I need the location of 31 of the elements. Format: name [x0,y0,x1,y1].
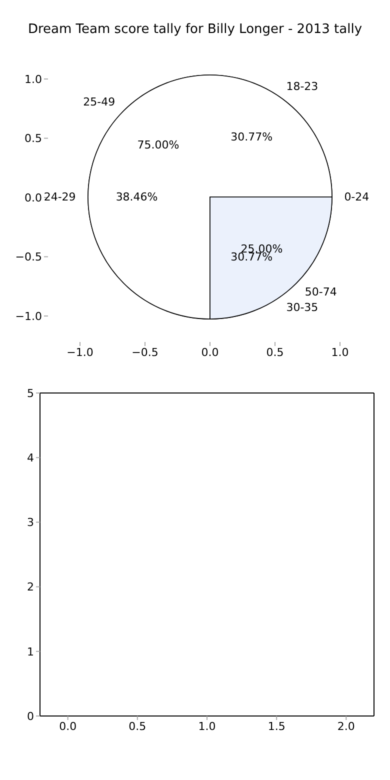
y-tick-label: −1.0 [15,310,42,323]
y-tick-label: 0.5 [24,132,42,146]
slice-label: 30-35 [286,300,318,314]
x-tick-label: 0.5 [128,720,146,733]
slice-label: 18-23 [286,80,318,94]
y-tick-label: 0.0 [24,191,42,204]
x-tick-label: 1.0 [198,720,216,733]
x-tick-label: 0.0 [59,720,77,733]
x-tick-label: 1.0 [331,346,349,359]
slice-label: 25-49 [83,96,116,109]
x-tick-label: −0.5 [132,346,158,359]
data-label: 38.46% [116,190,158,204]
y-tick-label: 0 [27,710,34,723]
data-label: 30.77% [230,130,273,144]
y-tick-label: −0.5 [15,250,42,264]
x-tick-label: 1.5 [268,720,286,733]
y-tick-label: 2 [27,580,34,594]
y-tick-label: 1.0 [24,72,42,86]
chart-title: Dream Team score tally for Billy Longer - 2013 tally [26,22,364,37]
data-label: 75.00% [137,138,180,152]
x-tick-label: 2.0 [337,720,355,733]
y-tick-label: 3 [27,516,34,530]
x-tick-label: 0.0 [201,346,219,359]
x-tick-label: −1.0 [66,346,94,359]
slice-label: 50-74 [304,285,337,298]
y-tick-label: 5 [27,386,34,400]
slice-label: 24-29 [44,190,76,204]
y-tick-label: 4 [27,452,34,465]
y-tick-label: 1 [27,645,34,658]
category-label: 0-24 [344,190,370,204]
x-tick-label: 0.5 [266,346,284,359]
